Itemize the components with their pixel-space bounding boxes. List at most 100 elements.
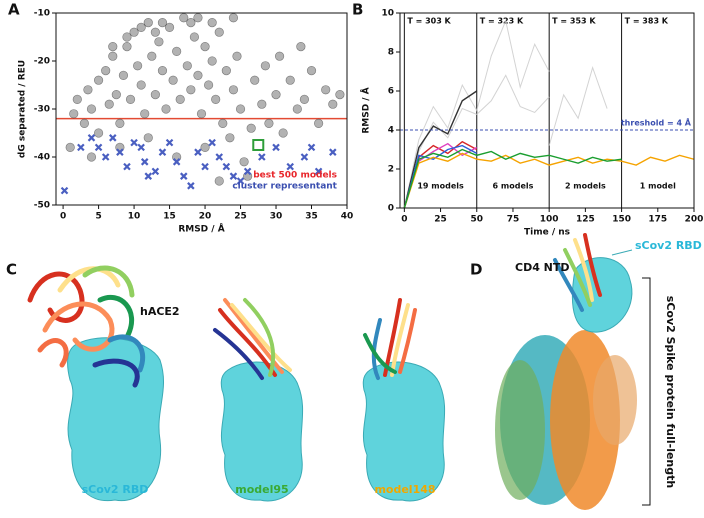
x-axis-label: RMSD / Å	[178, 224, 224, 235]
point	[186, 17, 196, 28]
bracket	[642, 277, 651, 506]
phase-count: 19 models	[417, 182, 464, 191]
x-tick-label: 5	[95, 212, 101, 222]
point	[72, 94, 82, 104]
point	[129, 27, 139, 37]
point	[122, 41, 132, 52]
point	[228, 13, 239, 23]
point	[299, 94, 310, 104]
trace	[403, 152, 695, 209]
point	[225, 133, 235, 143]
panel-d-structures	[495, 233, 651, 510]
trace	[403, 148, 622, 209]
point	[65, 142, 75, 152]
point	[314, 118, 324, 128]
y-tick-label: -20	[34, 57, 50, 67]
y-tick-label: 4	[388, 126, 394, 136]
rbd-surface	[362, 361, 446, 502]
point	[151, 167, 160, 176]
point	[79, 118, 89, 128]
point	[136, 22, 146, 32]
point	[228, 85, 239, 95]
point	[140, 158, 149, 166]
point	[200, 142, 210, 152]
point	[221, 65, 231, 76]
point	[109, 134, 117, 142]
point	[164, 22, 175, 32]
point	[257, 99, 267, 109]
y-axis-label: dG separated / REU	[18, 60, 28, 158]
point	[150, 89, 160, 100]
point	[83, 85, 93, 95]
y-tick-label: 6	[388, 87, 394, 97]
y-tick-label: -50	[34, 201, 50, 211]
point	[278, 128, 288, 138]
y-tick-label: 0	[388, 204, 394, 214]
point	[306, 65, 317, 76]
hace2-ribbon	[27, 265, 146, 388]
rbd-pointer	[611, 249, 633, 256]
point	[260, 61, 270, 71]
phase-count: 2 models	[565, 182, 606, 191]
point	[193, 13, 203, 23]
y-tick-label: 8	[388, 48, 394, 58]
point	[214, 176, 224, 186]
point	[116, 148, 124, 156]
x-tick-label: 25	[234, 212, 247, 222]
point	[274, 51, 285, 61]
point	[286, 162, 294, 171]
point	[157, 17, 168, 28]
point	[93, 128, 104, 138]
cd4-ribbon	[553, 233, 602, 312]
point	[328, 99, 338, 109]
structure-label: CD4 NTD	[515, 261, 570, 274]
x-tick-label: 150	[612, 215, 631, 225]
point	[140, 109, 150, 119]
point	[175, 94, 185, 104]
point	[77, 143, 85, 152]
point	[203, 80, 214, 90]
point	[125, 94, 136, 104]
point	[211, 94, 221, 104]
point	[201, 162, 209, 171]
trace	[548, 65, 608, 146]
point	[218, 118, 228, 128]
x-tick-label: 125	[576, 215, 595, 225]
phase-label: T = 323 K	[480, 17, 524, 26]
point	[258, 153, 266, 161]
point	[187, 182, 195, 190]
point	[307, 143, 316, 152]
point	[182, 61, 192, 71]
point	[232, 51, 242, 61]
x-tick-label: 0	[60, 212, 66, 222]
point	[87, 134, 96, 142]
point	[292, 104, 302, 114]
point	[101, 65, 111, 76]
phase-label: T = 303 K	[407, 17, 451, 26]
structure-label: sCov2 Spike protein full-length	[664, 296, 677, 488]
y-tick-label: -30	[34, 105, 50, 115]
threshold-label: threshold = 4 Å	[621, 118, 692, 128]
y-tick-label: 10	[381, 9, 394, 19]
point	[104, 99, 114, 109]
point	[161, 104, 171, 114]
point	[108, 51, 118, 61]
panel-letter: C	[6, 261, 17, 279]
x-tick-label: 10	[128, 212, 141, 222]
x-tick-label: 35	[305, 212, 318, 222]
point	[143, 133, 153, 143]
point	[193, 70, 203, 80]
point	[246, 123, 256, 133]
structure-label: hACE2	[140, 305, 180, 318]
x-tick-label: 75	[507, 215, 520, 225]
point	[69, 109, 79, 119]
point	[122, 32, 132, 42]
point	[272, 143, 280, 152]
point	[250, 75, 260, 85]
trace	[403, 74, 550, 209]
model148-ribbon	[363, 298, 417, 380]
point	[243, 167, 252, 176]
point	[321, 85, 331, 95]
legend-text: best 500 models	[253, 171, 337, 181]
